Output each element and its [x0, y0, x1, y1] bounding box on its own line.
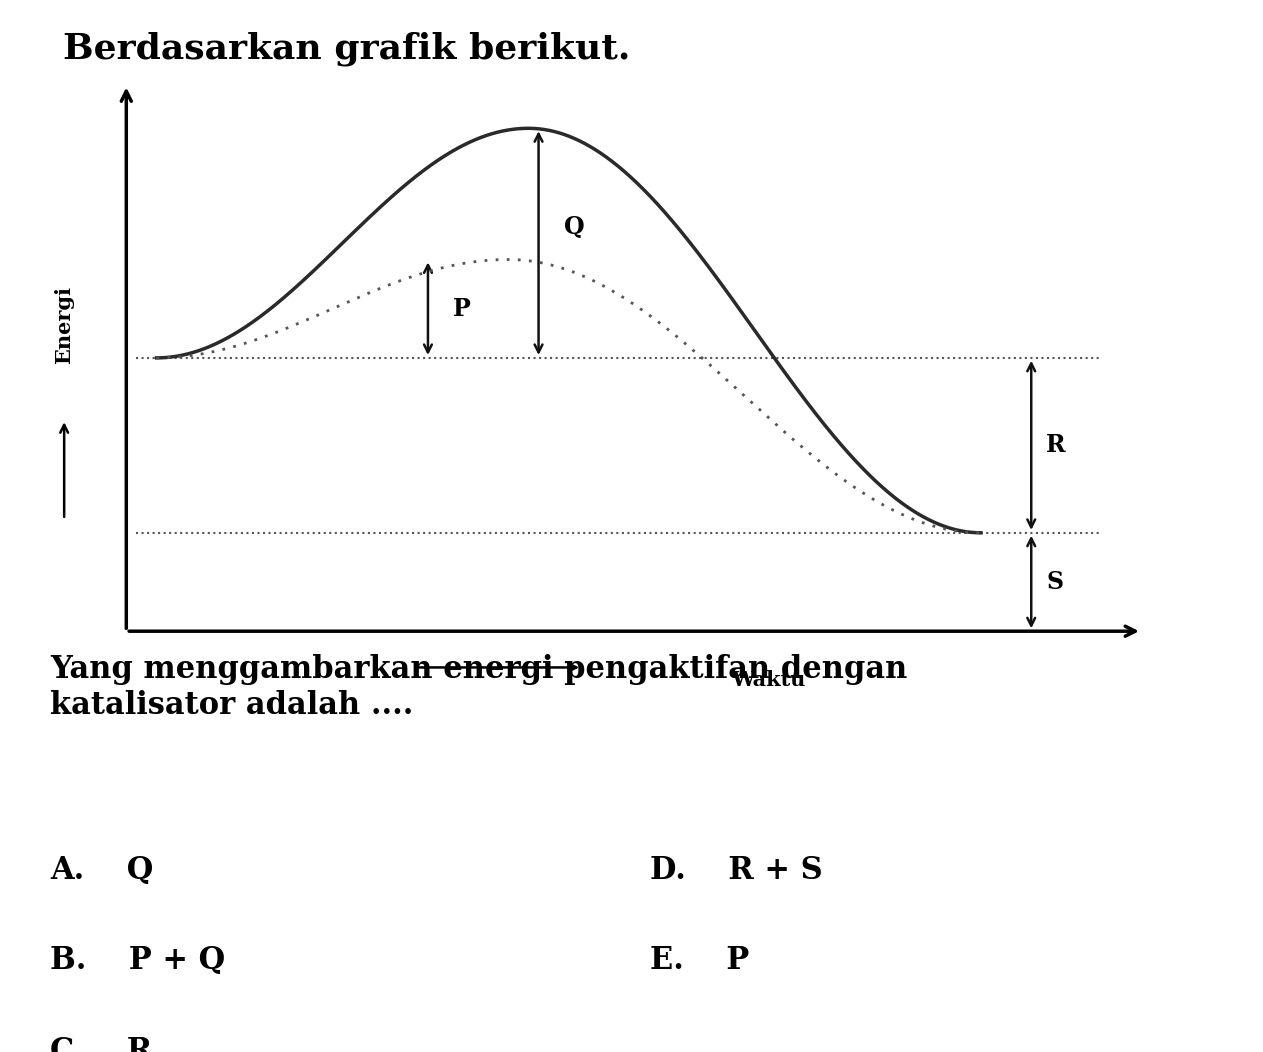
Text: Q: Q — [563, 215, 585, 239]
Text: Yang menggambarkan energi pengaktifan dengan
katalisator adalah ....: Yang menggambarkan energi pengaktifan de… — [51, 654, 908, 721]
Text: E.    P: E. P — [650, 946, 750, 976]
Text: B.    P + Q: B. P + Q — [51, 946, 225, 976]
Text: P: P — [453, 297, 471, 321]
Text: C.    R: C. R — [51, 1035, 153, 1052]
Text: R: R — [1046, 433, 1066, 458]
Text: D.    R + S: D. R + S — [650, 855, 823, 886]
Text: Berdasarkan grafik berikut.: Berdasarkan grafik berikut. — [63, 32, 630, 66]
Text: S: S — [1046, 570, 1063, 594]
Text: Energi: Energi — [54, 285, 75, 364]
Text: A.    Q: A. Q — [51, 855, 153, 886]
Text: Waktu: Waktu — [731, 670, 806, 690]
